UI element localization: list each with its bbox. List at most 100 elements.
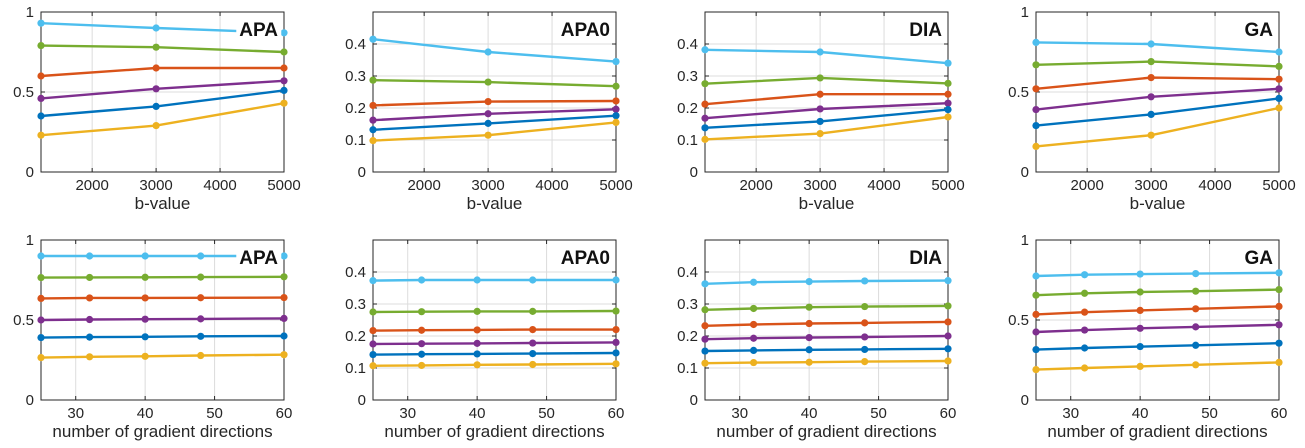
data-point [369,308,377,316]
series-line [372,351,617,356]
data-point [612,112,620,120]
data-point [805,358,813,366]
data-point [701,135,709,143]
subplot-6: 30 40 50 60 0 0.1 0.2 0.3 0.4 number of gradient … [345,239,625,441]
data-point [369,35,377,43]
series-5 [1032,339,1283,354]
y-tick-label: 0.5 [1008,84,1029,101]
data-point [484,98,492,106]
data-point [612,338,620,346]
data-point [1192,287,1200,295]
data-point [1032,346,1040,354]
y-tick-label: 0.2 [677,100,698,117]
data-point [1275,269,1283,277]
series-6 [37,351,288,362]
x-tick-label: 60 [608,405,625,422]
data-point [484,131,492,139]
x-tick-label: 60 [276,405,293,422]
y-tick-label: 0.1 [345,132,366,149]
title-background [236,247,282,270]
x-tick-label: 30 [67,405,84,422]
data-point [529,350,537,358]
series-5 [37,332,288,342]
series-6 [701,113,952,143]
y-tick-label: 0 [26,392,34,409]
data-point [944,79,952,87]
x-tick-label: 50 [538,405,555,422]
x-tick-label: 2000 [407,177,440,194]
x-tick-label: 40 [801,405,818,422]
series-2 [701,302,952,314]
data-point [612,349,620,357]
data-point [1136,362,1144,370]
data-point [1081,271,1089,279]
data-point [1032,106,1040,114]
data-point [141,252,149,260]
series-line [1035,41,1280,54]
data-point [86,294,94,302]
data-point [37,274,45,282]
series-line [1035,97,1280,127]
data-point [37,42,45,50]
data-point [1081,326,1089,334]
title-background [906,19,946,42]
data-point [944,318,952,326]
x-tick-label: 60 [1271,405,1288,422]
data-point [612,326,620,334]
series-line [372,38,617,63]
data-point [369,116,377,124]
data-point [418,276,426,284]
x-axis-label: number of gradient directions [716,422,936,441]
series-line [1035,323,1280,334]
series-line [372,362,617,367]
data-point [816,130,824,138]
data-point [280,351,288,359]
data-point [1081,308,1089,316]
series-line [372,328,616,332]
y-tick-label: 0.3 [677,296,698,313]
subplot-1: 2000 3000 4000 5000 0 0.5 1 b-value APA [13,4,301,213]
data-point [701,306,709,314]
y-tick-label: 1 [1021,232,1029,249]
y-tick-label: 0.1 [677,360,698,377]
series-line [372,341,617,346]
series-line [1035,305,1280,316]
series-line [372,121,617,142]
x-tick-label: 30 [1062,405,1079,422]
data-point [701,335,709,343]
series-line [40,275,285,279]
series-line [1035,271,1280,278]
x-tick-label: 50 [1201,405,1218,422]
data-point [861,358,869,366]
data-point [369,137,377,145]
data-point [1136,324,1144,332]
data-point [944,332,952,340]
data-point [418,340,426,348]
series-line [704,347,949,353]
data-point [1032,61,1040,69]
data-point [37,316,45,324]
data-point [280,314,288,322]
title-background [906,247,946,270]
data-point [750,334,758,342]
data-point [701,347,709,355]
data-point [484,48,492,56]
data-point [1032,142,1040,150]
y-tick-label: 0.4 [345,264,366,281]
data-point [816,117,824,126]
data-point [1275,62,1283,70]
data-point [197,273,205,281]
series-line [704,92,948,106]
series-line [704,108,949,129]
data-point [805,334,813,342]
y-tick-label: 0 [690,164,698,181]
data-point [750,278,758,286]
data-point [1147,110,1155,118]
series-1 [701,277,952,288]
series-3 [37,294,288,302]
y-tick-label: 0 [1021,164,1029,181]
data-point [280,99,288,107]
data-point [701,80,709,88]
series-line [704,304,949,311]
